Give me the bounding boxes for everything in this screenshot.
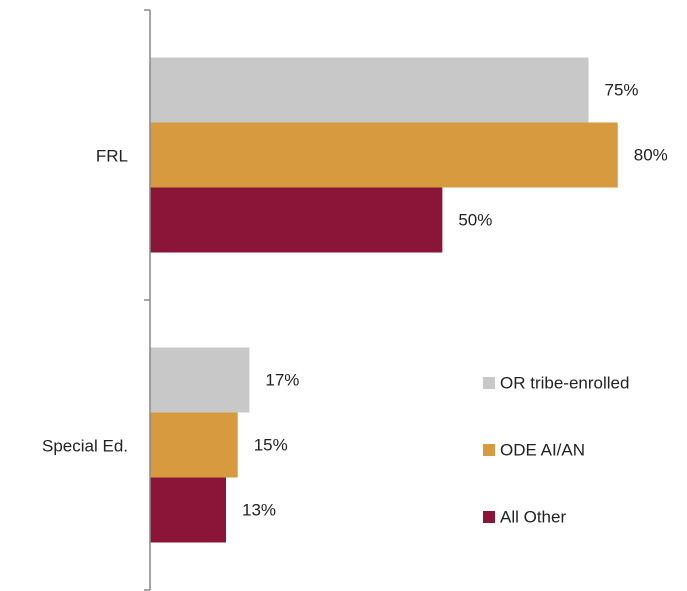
- value-label: 80%: [634, 145, 668, 164]
- legend-label: ODE AI/AN: [500, 440, 585, 459]
- bar: [150, 187, 443, 253]
- value-label: 15%: [254, 435, 288, 454]
- legend-label: OR tribe-enrolled: [500, 373, 629, 392]
- legend-swatch: [483, 511, 495, 523]
- legend-swatch: [483, 444, 495, 456]
- value-label: 13%: [242, 500, 276, 519]
- category-label: FRL: [96, 146, 128, 165]
- bar: [150, 412, 238, 478]
- legend-label: All Other: [500, 507, 566, 526]
- value-label: 75%: [605, 80, 639, 99]
- value-label: 50%: [458, 210, 492, 229]
- bar: [150, 57, 589, 123]
- legend-swatch: [483, 377, 495, 389]
- bar: [150, 477, 227, 543]
- category-label: Special Ed.: [42, 436, 128, 455]
- value-label: 17%: [265, 370, 299, 389]
- bar: [150, 122, 618, 188]
- bar: [150, 347, 250, 413]
